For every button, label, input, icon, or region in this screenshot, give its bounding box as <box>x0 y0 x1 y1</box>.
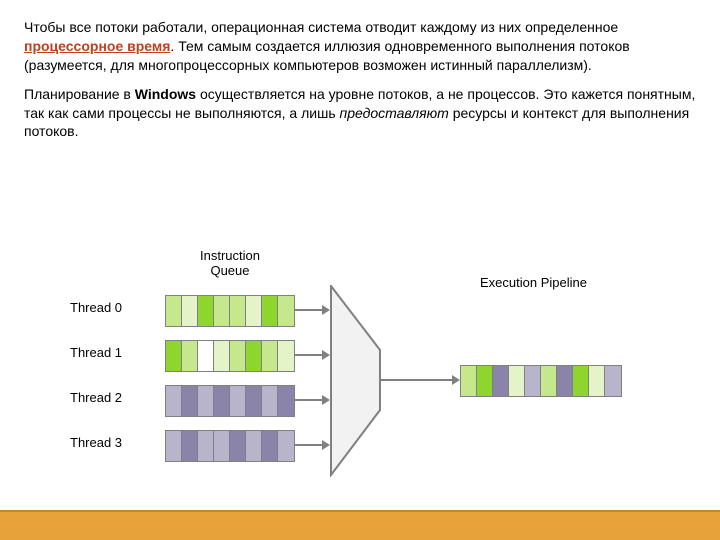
provide-italic: предоставляют <box>340 105 449 121</box>
thread2-label: Thread 2 <box>70 390 122 405</box>
arrow-head-icon <box>322 305 330 315</box>
queue-cell <box>461 366 477 396</box>
queue-cell <box>230 296 246 326</box>
queue-cell <box>214 341 230 371</box>
queue-cell <box>493 366 509 396</box>
p1-text-a: Чтобы все потоки работали, операционная … <box>24 19 618 35</box>
paragraph-1: Чтобы все потоки работали, операционная … <box>24 18 696 75</box>
arrow-line <box>295 399 324 401</box>
queue-cell <box>230 386 246 416</box>
thread3-queue <box>165 430 295 462</box>
thread-diagram: Instruction Queue Thread 0 Thread 1 Thread … <box>70 240 650 500</box>
execution-pipeline-label: Execution Pipeline <box>480 275 587 290</box>
queue-cell <box>214 386 230 416</box>
queue-cell <box>278 386 294 416</box>
keyword-cpu-time: процессорное время <box>24 38 170 54</box>
arrow-head-icon <box>322 350 330 360</box>
queue-cell <box>573 366 589 396</box>
queue-cell <box>198 431 214 461</box>
queue-cell <box>557 366 573 396</box>
text-content: Чтобы все потоки работали, операционная … <box>0 0 720 141</box>
queue-cell <box>182 386 198 416</box>
queue-cell <box>262 386 278 416</box>
windows-bold: Windows <box>135 86 196 102</box>
arrow-head-icon <box>322 395 330 405</box>
queue-cell <box>230 431 246 461</box>
queue-cell <box>278 341 294 371</box>
thread1-queue <box>165 340 295 372</box>
queue-cell <box>198 386 214 416</box>
arrow-line <box>380 379 454 381</box>
queue-cell <box>589 366 605 396</box>
thread0-queue <box>165 295 295 327</box>
arrow-line <box>295 309 324 311</box>
queue-cell <box>182 341 198 371</box>
arrow-head-icon <box>322 440 330 450</box>
queue-cell <box>182 296 198 326</box>
thread3-label: Thread 3 <box>70 435 122 450</box>
queue-cell <box>166 341 182 371</box>
p2-text-a: Планирование в <box>24 86 135 102</box>
queue-cell <box>262 296 278 326</box>
queue-cell <box>214 431 230 461</box>
queue-cell <box>525 366 541 396</box>
slide-footer <box>0 510 720 540</box>
queue-cell <box>262 431 278 461</box>
queue-cell <box>246 296 262 326</box>
queue-cell <box>278 431 294 461</box>
queue-cell <box>214 296 230 326</box>
queue-cell <box>198 341 214 371</box>
queue-cell <box>166 296 182 326</box>
queue-cell <box>541 366 557 396</box>
queue-cell <box>166 386 182 416</box>
arrow-line <box>295 444 324 446</box>
arrow-head-icon <box>452 375 460 385</box>
queue-cell <box>246 386 262 416</box>
execution-pipeline <box>460 365 622 397</box>
arrow-line <box>295 354 324 356</box>
queue-cell <box>262 341 278 371</box>
thread1-label: Thread 1 <box>70 345 122 360</box>
queue-cell <box>246 431 262 461</box>
thread2-queue <box>165 385 295 417</box>
queue-cell <box>477 366 493 396</box>
queue-cell <box>509 366 525 396</box>
paragraph-2: Планирование в Windows осуществляется на… <box>24 85 696 142</box>
queue-cell <box>230 341 246 371</box>
queue-cell <box>198 296 214 326</box>
instruction-queue-label: Instruction Queue <box>200 248 260 278</box>
queue-cell <box>182 431 198 461</box>
queue-cell <box>166 431 182 461</box>
queue-cell <box>278 296 294 326</box>
thread0-label: Thread 0 <box>70 300 122 315</box>
queue-cell <box>605 366 621 396</box>
multiplexer-shape <box>330 285 382 477</box>
queue-cell <box>246 341 262 371</box>
